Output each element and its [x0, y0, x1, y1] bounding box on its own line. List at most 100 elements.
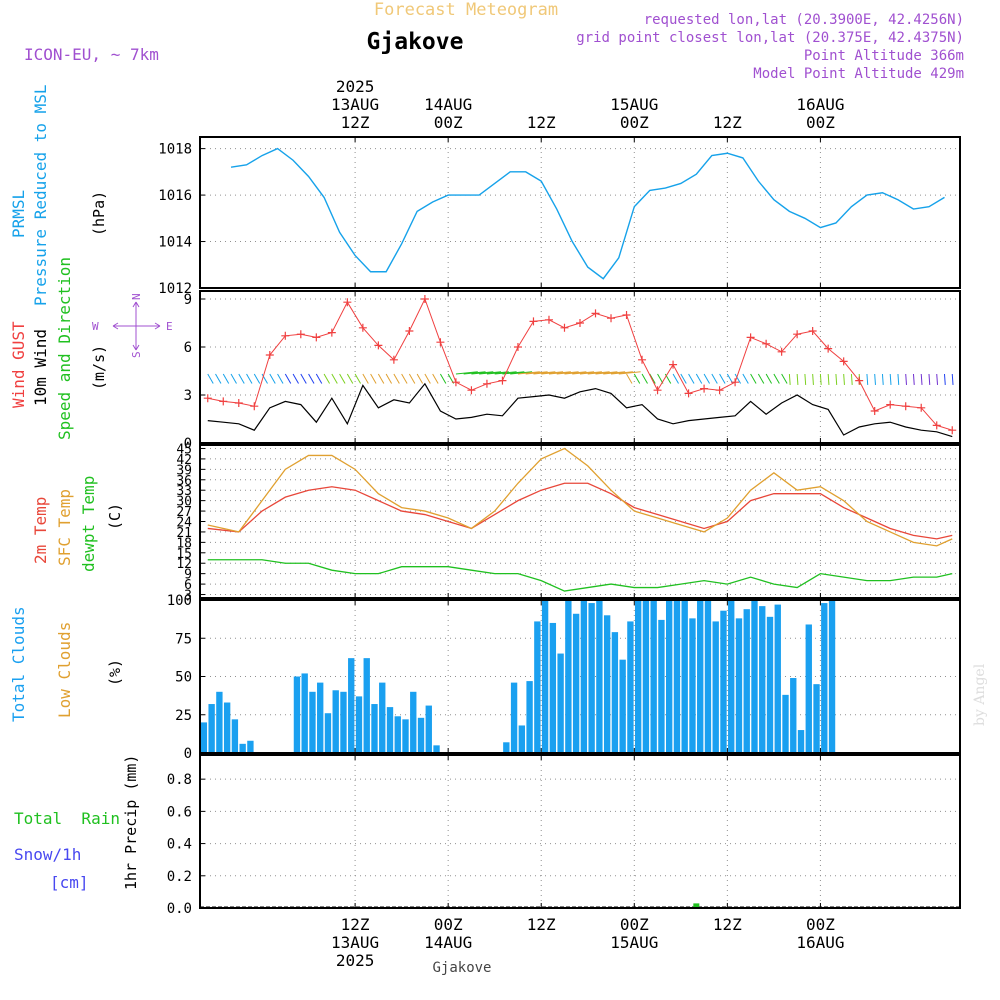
top-time-label: 12Z	[341, 113, 370, 132]
cloud-bar	[216, 691, 223, 753]
cloud-bar	[704, 600, 712, 753]
cloud-bar	[797, 730, 805, 753]
temp-dewpt-line	[207, 559, 953, 592]
compass-w-label: W	[92, 320, 99, 333]
cloud-bar	[394, 716, 401, 753]
wind-arrow	[416, 373, 424, 384]
compass-n-label: N	[130, 293, 143, 300]
wind-gust-point	[498, 376, 507, 385]
wind-gust-point	[312, 333, 321, 342]
cloud-bar	[510, 682, 518, 753]
wind-arrow	[300, 373, 307, 384]
y-tick-label: 25	[175, 708, 192, 724]
top-time-label: 00Z	[620, 113, 649, 132]
cloud-bar	[782, 694, 789, 753]
requested-coords: requested lon,lat (20.3900E, 42.4256N)	[644, 12, 964, 28]
y-tick-label: 0.0	[167, 901, 192, 917]
wind-arrow	[463, 371, 486, 375]
cloud-bar	[541, 600, 549, 753]
y-tick-label: 33	[176, 484, 192, 499]
wind-arrow	[385, 373, 393, 384]
top-time-label: 00Z	[434, 113, 463, 132]
grid-point-coords: grid point closest lon,lat (20.375E, 42.…	[576, 30, 964, 46]
wind-arrow	[315, 373, 323, 384]
wind-arrow	[207, 373, 214, 384]
y-tick-label: 6	[184, 578, 192, 593]
cloud-bar	[402, 719, 409, 753]
cloud-bar	[650, 600, 657, 753]
y-tick-label: 6	[184, 340, 192, 356]
y-tick-label: 24	[176, 516, 192, 531]
wind-arrow	[525, 371, 548, 375]
wind-gust-point	[808, 327, 817, 335]
cloud-bar	[386, 707, 394, 753]
cloud-bar	[379, 682, 386, 753]
wind-arrow	[339, 373, 346, 384]
wind-arrow	[346, 373, 354, 384]
cloud-bar	[774, 604, 781, 753]
wind-arrow	[595, 371, 618, 375]
wind-gust-point	[870, 407, 879, 415]
wind-gust-point	[451, 378, 460, 387]
cloud-bar	[596, 600, 603, 753]
wind-gust-point	[793, 330, 802, 339]
panel-frame	[199, 290, 961, 444]
wind-arrow	[401, 373, 408, 384]
wind-gust-point	[932, 421, 941, 430]
label-temp-dewpt: dewpt Temp	[79, 476, 98, 572]
wind-gust-point	[358, 323, 367, 332]
top-time-label: 16AUG	[796, 95, 844, 114]
cloud-bar	[301, 673, 308, 753]
cloud-bar	[828, 600, 836, 753]
wind-gust-point	[638, 355, 647, 364]
chart-panels: 1012101410161018036936912151821242730333…	[158, 136, 961, 917]
y-tick-label: 3	[184, 589, 192, 604]
label-snow: Snow/1h	[14, 845, 81, 864]
cloud-bar	[720, 610, 727, 753]
wind-arrow	[688, 373, 695, 384]
wind-arrow	[222, 373, 230, 384]
cloud-bar	[309, 691, 316, 753]
wind-arrow	[788, 373, 791, 386]
cloud-bar	[821, 603, 828, 753]
footer-place: Gjakove	[432, 960, 491, 976]
cloud-bar	[813, 684, 820, 753]
bottom-time-label: 2025	[336, 951, 375, 970]
wind-arrow	[843, 373, 845, 386]
wind-arrow	[928, 373, 931, 386]
y-tick-label: 0.4	[167, 837, 192, 853]
panel-frame	[199, 599, 961, 754]
wind-arrow	[734, 373, 742, 384]
wind-arrow	[850, 373, 853, 386]
wind-arrow	[695, 373, 703, 384]
cloud-bar	[619, 659, 626, 753]
wind-gust-point	[731, 378, 740, 387]
y-tick-label: 75	[175, 631, 192, 647]
y-tick-label: 12	[176, 557, 192, 572]
wind-arrow	[541, 371, 564, 375]
wind-gust-point	[420, 295, 429, 303]
y-tick-label: 21	[176, 526, 192, 541]
top-time-label: 13AUG	[331, 95, 379, 114]
wind-arrow	[897, 373, 900, 386]
wind-arrow	[866, 373, 869, 386]
cloud-bar	[425, 705, 432, 753]
y-tick-label: 1014	[158, 235, 192, 251]
label-low-clouds: Low Clouds	[55, 622, 74, 718]
label-prmsl-unit: (hPa)	[90, 191, 108, 236]
y-tick-label: 39	[176, 463, 192, 478]
label-snow-unit: [cm]	[50, 873, 89, 892]
wind-gust-point	[684, 389, 693, 398]
y-tick-label: 36	[176, 474, 192, 489]
wind-arrow	[238, 373, 245, 384]
y-tick-label: 0.8	[167, 772, 192, 788]
wind-gust-point	[250, 402, 259, 411]
wind-gust-point	[327, 328, 336, 337]
wind-arrow	[757, 373, 765, 384]
rain-bar	[693, 903, 700, 908]
wind-arrow	[796, 373, 799, 386]
